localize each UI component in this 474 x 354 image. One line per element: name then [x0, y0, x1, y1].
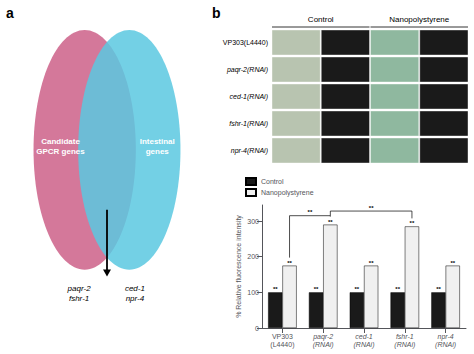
- svg-text:Candidate: Candidate: [41, 137, 80, 146]
- svg-text:**: **: [410, 220, 415, 226]
- svg-text:**: **: [450, 260, 455, 266]
- svg-text:(RNAi): (RNAi): [435, 341, 456, 349]
- svg-text:% Relative fluorescence intens: % Relative fluorescence intensity: [235, 215, 243, 318]
- svg-text:**: **: [328, 219, 333, 225]
- svg-text:Nanopolystyrene: Nanopolystyrene: [261, 189, 314, 197]
- svg-text:**: **: [436, 286, 441, 292]
- svg-text:0: 0: [255, 325, 259, 332]
- svg-text:**: **: [395, 286, 400, 292]
- svg-text:a: a: [6, 5, 14, 21]
- svg-text:100: 100: [247, 289, 259, 296]
- svg-text:**: **: [308, 209, 313, 215]
- svg-text:**: **: [369, 260, 374, 266]
- svg-text:ced-1: ced-1: [355, 333, 373, 340]
- svg-text:(RNAi): (RNAi): [394, 341, 415, 349]
- svg-text:**: **: [314, 286, 319, 292]
- svg-text:200: 200: [247, 253, 259, 260]
- svg-text:(RNAi): (RNAi): [313, 341, 334, 349]
- svg-text:npr-4: npr-4: [437, 333, 453, 341]
- svg-text:**: **: [287, 260, 292, 266]
- svg-text:(L4440): (L4440): [270, 341, 294, 349]
- svg-text:fshr-1: fshr-1: [69, 294, 89, 303]
- svg-text:300: 300: [247, 218, 259, 225]
- svg-text:GPCR genes: GPCR genes: [36, 147, 85, 156]
- svg-text:genes: genes: [146, 147, 170, 156]
- svg-text:**: **: [355, 286, 360, 292]
- svg-text:paqr-2: paqr-2: [67, 284, 92, 293]
- svg-text:**: **: [369, 205, 374, 211]
- svg-text:npr-4: npr-4: [126, 294, 145, 303]
- svg-text:npr-4(RNAi): npr-4(RNAi): [231, 147, 268, 155]
- svg-text:Intestinal: Intestinal: [140, 137, 175, 146]
- svg-text:ced-1(RNAi): ced-1(RNAi): [229, 93, 268, 101]
- svg-text:Control: Control: [261, 178, 284, 185]
- svg-text:paqr-2(RNAi): paqr-2(RNAi): [226, 66, 268, 74]
- svg-text:VP303: VP303: [272, 333, 293, 340]
- svg-text:VP303(L4440): VP303(L4440): [223, 39, 268, 47]
- svg-text:fshr-1: fshr-1: [396, 333, 414, 340]
- svg-text:Control: Control: [308, 15, 334, 24]
- svg-text:(RNAi): (RNAi): [354, 341, 375, 349]
- svg-text:paqr-2: paqr-2: [312, 333, 333, 341]
- svg-text:Nanopolystyrene: Nanopolystyrene: [389, 15, 450, 24]
- svg-text:b: b: [212, 5, 221, 21]
- svg-text:ced-1: ced-1: [125, 284, 145, 293]
- svg-text:**: **: [273, 286, 278, 292]
- svg-text:fshr-1(RNAi): fshr-1(RNAi): [229, 120, 268, 128]
